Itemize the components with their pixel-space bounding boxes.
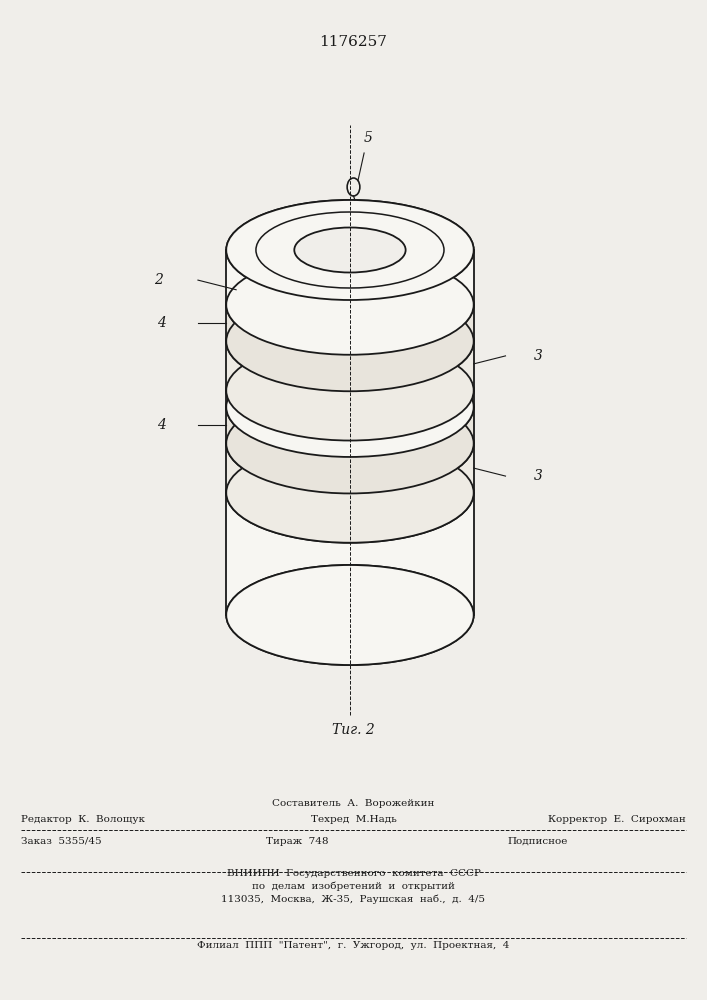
Ellipse shape <box>226 443 474 543</box>
Text: 113035,  Москва,  Ж-35,  Раушская  наб.,  д.  4/5: 113035, Москва, Ж-35, Раушская наб., д. … <box>221 894 486 904</box>
Text: Составитель  А.  Ворожейкин: Составитель А. Ворожейкин <box>272 799 435 808</box>
Ellipse shape <box>226 200 474 300</box>
Ellipse shape <box>226 291 474 391</box>
Text: 3: 3 <box>534 469 543 483</box>
Text: 3: 3 <box>534 349 543 363</box>
Text: Заказ  5355/45: Заказ 5355/45 <box>21 837 102 846</box>
Ellipse shape <box>226 291 474 391</box>
Ellipse shape <box>226 357 474 457</box>
Text: ВНИИПИ  Государственного  комитета  СССР: ВНИИПИ Государственного комитета СССР <box>226 869 481 878</box>
Ellipse shape <box>226 565 474 665</box>
Text: Филиал  ППП  "Патент",  г.  Ужгород,  ул.  Проектная,  4: Филиал ППП "Патент", г. Ужгород, ул. Про… <box>197 941 510 950</box>
Ellipse shape <box>226 341 474 441</box>
Text: Тираж  748: Тираж 748 <box>266 837 328 846</box>
Text: 2: 2 <box>153 273 163 287</box>
Bar <box>226 391 474 407</box>
Ellipse shape <box>226 443 474 543</box>
Bar <box>226 407 474 443</box>
Text: 4: 4 <box>157 418 166 432</box>
Text: 5: 5 <box>363 131 372 145</box>
Text: Редактор  К.  Волощук: Редактор К. Волощук <box>21 815 145 824</box>
Text: Подписное: Подписное <box>507 837 568 846</box>
Bar <box>226 443 474 493</box>
Ellipse shape <box>294 228 406 272</box>
Bar <box>226 341 474 391</box>
Ellipse shape <box>226 357 474 457</box>
Bar <box>226 250 474 305</box>
Ellipse shape <box>226 341 474 441</box>
Ellipse shape <box>226 393 474 493</box>
Text: 1176257: 1176257 <box>320 35 387 49</box>
Text: Техред  М.Надь: Техред М.Надь <box>310 815 397 824</box>
Text: Τиг. 2: Τиг. 2 <box>332 723 375 737</box>
Ellipse shape <box>226 200 474 300</box>
Ellipse shape <box>226 255 474 355</box>
Ellipse shape <box>226 255 474 355</box>
Text: по  делам  изобретений  и  открытий: по делам изобретений и открытий <box>252 882 455 891</box>
Ellipse shape <box>226 393 474 493</box>
Bar <box>226 493 474 615</box>
Ellipse shape <box>226 565 474 665</box>
Text: 4: 4 <box>157 316 166 330</box>
Bar <box>226 305 474 341</box>
Text: Корректор  Е.  Сирохман: Корректор Е. Сирохман <box>548 815 686 824</box>
